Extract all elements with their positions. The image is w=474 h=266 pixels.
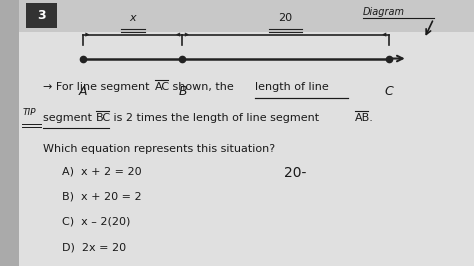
- Text: shown, the: shown, the: [169, 82, 237, 93]
- Bar: [26, 3, 57, 28]
- Text: B: B: [178, 85, 187, 98]
- Text: 20-: 20-: [284, 166, 307, 180]
- Text: C: C: [384, 85, 393, 98]
- Text: C)  x – 2(20): C) x – 2(20): [62, 217, 130, 227]
- Text: length of line: length of line: [255, 82, 328, 93]
- Text: B)  x + 20 = 2: B) x + 20 = 2: [62, 192, 141, 202]
- Text: is 2 times the length of line segment: is 2 times the length of line segment: [110, 113, 323, 123]
- Text: A: A: [79, 85, 87, 98]
- Text: 3: 3: [37, 9, 46, 22]
- Text: Which equation represents this situation?: Which equation represents this situation…: [43, 144, 275, 154]
- Text: TIP: TIP: [23, 108, 36, 117]
- Text: 20: 20: [279, 13, 292, 23]
- Bar: [19, 0, 474, 32]
- Text: D)  2x = 20: D) 2x = 20: [62, 242, 126, 252]
- Text: AB.: AB.: [355, 113, 374, 123]
- Text: BC: BC: [96, 113, 111, 123]
- Text: Diagram: Diagram: [363, 7, 405, 17]
- Text: AC: AC: [155, 82, 170, 93]
- Text: A)  x + 2 = 20: A) x + 2 = 20: [62, 166, 141, 176]
- Text: segment: segment: [43, 113, 95, 123]
- Text: → For line segment: → For line segment: [43, 82, 153, 93]
- Text: x: x: [129, 13, 136, 23]
